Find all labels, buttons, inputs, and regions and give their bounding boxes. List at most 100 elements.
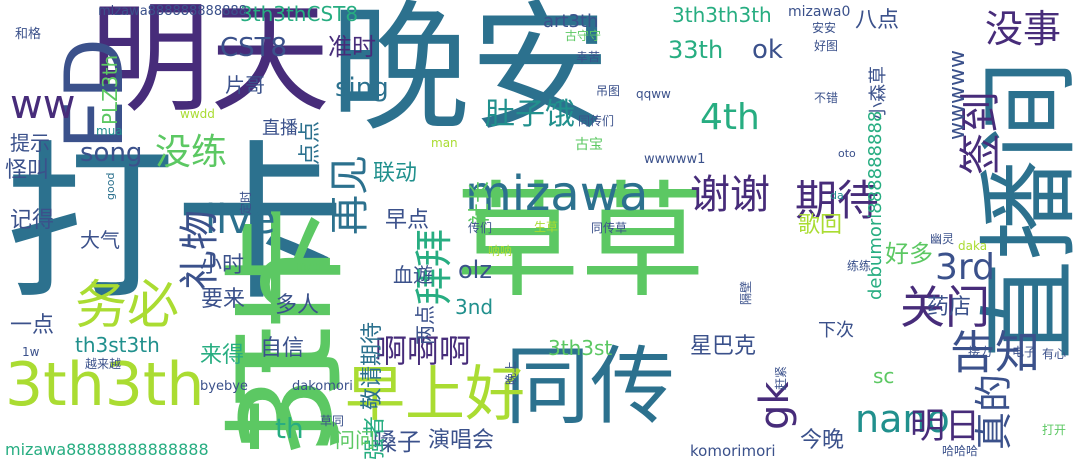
cloud-word: 早上好	[345, 360, 525, 430]
cloud-word: 3nd	[455, 295, 494, 319]
cloud-word: 记得	[10, 208, 55, 233]
cloud-word: 准时	[328, 33, 376, 61]
cloud-word: 呐呐	[488, 244, 513, 258]
cloud-word: mizawa0	[788, 4, 851, 20]
cloud-word: 吊图	[596, 84, 621, 98]
cloud-word: 问问	[335, 428, 375, 452]
cloud-word: mizawa	[465, 166, 649, 222]
cloud-word: 歌回	[798, 213, 843, 238]
cloud-word: 和格	[15, 27, 42, 42]
cloud-word: 3th3thCST8	[240, 2, 359, 26]
cloud-word: 古宝	[575, 137, 603, 153]
cloud-word: man	[431, 136, 458, 150]
cloud-word: wwdd	[180, 107, 215, 121]
cloud-word: 定时	[239, 190, 253, 215]
cloud-word: 联动	[373, 161, 418, 186]
cloud-word: 明天	[90, 0, 330, 129]
cloud-word: 赶紧	[774, 365, 788, 390]
cloud-word: CST8	[220, 33, 288, 63]
cloud-word: 告知	[950, 326, 1041, 379]
cloud-word: 来得	[200, 343, 245, 368]
cloud-word: 同传们	[578, 114, 615, 128]
cloud-word: 大气	[80, 228, 120, 252]
cloud-word: 敬请期待	[360, 321, 385, 410]
cloud-word: 啊啊啊	[375, 332, 472, 370]
cloud-word: 3rd	[935, 247, 995, 288]
cloud-word: dakomori	[292, 379, 353, 394]
cloud-word: 3th3st	[548, 336, 613, 360]
cloud-word: 传们	[468, 221, 493, 235]
cloud-word: ok	[752, 35, 783, 65]
cloud-word: 下次	[818, 320, 854, 341]
cloud-word: wwwww	[945, 50, 970, 140]
cloud-word: 明日	[910, 407, 981, 447]
cloud-word: 早点	[385, 208, 430, 233]
cloud-word: 打卡	[5, 126, 346, 324]
cloud-word: 同传草	[591, 221, 628, 235]
cloud-word: 再见	[327, 155, 373, 235]
cloud-word: PLZ3th	[98, 54, 122, 125]
cloud-word: 幽灵	[930, 232, 955, 246]
cloud-word: 安安	[812, 21, 837, 35]
cloud-word: 关门	[900, 281, 991, 334]
cloud-word: 今晚	[800, 428, 845, 453]
cloud-word: 礼物	[177, 210, 223, 290]
cloud-word: 药店	[927, 295, 972, 320]
cloud-word: mua	[96, 124, 123, 138]
cloud-word: sc	[873, 364, 895, 388]
cloud-word: th3st3th	[75, 333, 160, 357]
cloud-word: 社长	[468, 180, 493, 225]
cloud-word: ww	[10, 82, 76, 128]
cloud-word: good	[104, 172, 117, 200]
cloud-word: 晚安	[330, 0, 611, 151]
cloud-word: 接力	[968, 345, 993, 359]
cloud-word: 八点	[855, 8, 900, 33]
cloud-word: 务必	[75, 276, 180, 336]
cloud-word: 越来越	[85, 357, 122, 371]
cloud-word: oto	[838, 147, 856, 160]
cloud-word: men	[295, 259, 322, 273]
cloud-word: 小时	[200, 253, 245, 278]
cloud-word: 4th	[700, 97, 760, 138]
cloud-word: 提示	[10, 131, 50, 155]
cloud-word: qqww	[636, 87, 671, 101]
cloud-word: 幸苦	[576, 50, 601, 64]
cloud-word: 自信	[260, 336, 305, 361]
cloud-word: 点点	[298, 120, 323, 165]
cloud-word: 嗓子	[373, 428, 421, 456]
cloud-word: 多人	[275, 293, 320, 318]
cloud-word: nano	[855, 397, 950, 441]
cloud-word: 33th	[668, 36, 724, 64]
cloud-word: 血遊	[393, 263, 433, 287]
cloud-word: 古守守	[565, 29, 602, 43]
cloud-word: 好图	[814, 39, 839, 53]
cloud-word: 片哥	[225, 73, 265, 97]
cloud-word: mizawa888888888888	[98, 4, 247, 19]
cloud-word: 直播	[262, 118, 298, 139]
cloud-word: 要来	[201, 287, 246, 312]
cloud-word: olz	[458, 256, 492, 284]
cloud-word: song	[80, 138, 143, 168]
cloud-word: komorimori	[690, 442, 776, 460]
cloud-word: 好多	[885, 240, 933, 268]
cloud-word: 练练	[847, 259, 872, 273]
cloud-word: 肚子饿	[485, 97, 575, 132]
cloud-word: art3th	[543, 11, 599, 32]
cloud-word: 星巴克	[690, 334, 757, 359]
cloud-word: 真的	[972, 373, 1016, 450]
cloud-word: 1w	[22, 345, 40, 359]
cloud-word: 3th3th3th	[672, 3, 772, 27]
cloud-word: 不错	[814, 91, 839, 105]
cloud-word: 生草	[534, 220, 559, 234]
cloud-word: mizawa88888888888888	[5, 440, 209, 459]
cloud-word: daka	[958, 239, 988, 253]
cloud-word: 3th3th	[5, 350, 205, 420]
cloud-word: 谢谢	[690, 172, 770, 218]
cloud-word: 草草	[455, 170, 705, 315]
cloud-word: 没事	[985, 7, 1062, 51]
cloud-word: 怪叫	[5, 158, 50, 183]
cloud-word: 期待	[795, 176, 880, 225]
cloud-word: 电子	[1012, 345, 1037, 359]
cloud-word: sing	[335, 73, 389, 103]
